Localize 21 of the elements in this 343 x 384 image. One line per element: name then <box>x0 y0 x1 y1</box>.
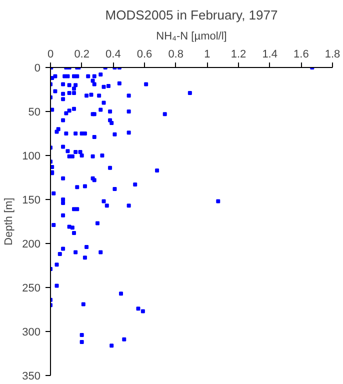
y-tick-label: 300 <box>22 326 41 338</box>
y-tick-label: 50 <box>28 106 41 118</box>
x-tick-label: 1 <box>204 48 210 60</box>
chart-title: MODS2005 in February, 1977 <box>105 8 278 22</box>
x-tick-label: 1.4 <box>262 48 278 60</box>
y-tick-label: 250 <box>22 282 41 294</box>
y-tick-label: 150 <box>22 194 41 206</box>
x-tick-label: 0.6 <box>136 48 152 60</box>
x-tick-label: 1.8 <box>324 48 340 60</box>
x-tick-label: 0 <box>47 48 54 60</box>
x-tick-label: 0.8 <box>168 48 184 60</box>
y-tick-label: 350 <box>22 370 41 382</box>
y-tick-label: 0 <box>34 62 41 74</box>
x-axis-title: NH₄-N [µmol/l] <box>156 30 227 42</box>
x-tick-label: 1.2 <box>230 48 246 60</box>
x-tick-label: 0.2 <box>74 48 90 60</box>
y-tick-label: 200 <box>22 238 41 250</box>
x-tick-label: 0.4 <box>106 48 121 60</box>
x-tick-label: 1.6 <box>294 48 309 60</box>
y-axis-title: Depth [m] <box>3 198 16 246</box>
y-tick-label: 100 <box>22 150 41 162</box>
